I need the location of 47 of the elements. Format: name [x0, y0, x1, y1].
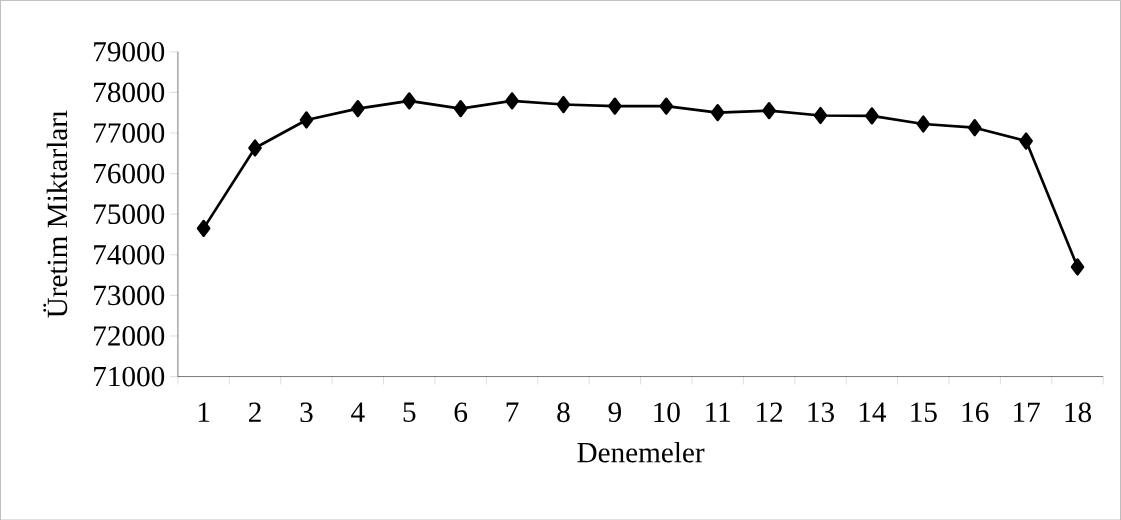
x-tick-label: 6: [454, 402, 468, 422]
x-tick-label: 18: [1065, 402, 1092, 422]
point: [402, 92, 417, 110]
x-tick-label: 3: [300, 402, 313, 422]
point: [865, 107, 879, 125]
x-tick-label: 4: [351, 402, 365, 422]
point: [351, 99, 365, 117]
point: [916, 115, 931, 133]
point: [248, 139, 262, 157]
x-tick-label: 2: [249, 402, 261, 422]
y-tick-label: 71000: [94, 366, 165, 387]
x-tick-label: 7: [506, 402, 519, 422]
x-tick-label: 9: [608, 402, 621, 422]
y-axis-title: Üretim Miktarları: [43, 110, 68, 318]
x-tick-label: 13: [808, 402, 834, 422]
y-tick-label: 75000: [94, 204, 165, 224]
point: [505, 92, 519, 110]
y-tick-label: 79000: [94, 41, 165, 62]
y-tick-label: 72000: [94, 325, 165, 346]
y-tick-label: 77000: [94, 122, 165, 143]
x-tick-label: 15: [911, 402, 937, 422]
y-tick-label: 76000: [94, 163, 165, 184]
point: [762, 101, 776, 120]
point: [608, 97, 622, 115]
x-tick-label: 12: [757, 402, 783, 422]
y-tick-label: 74000: [94, 244, 165, 265]
point: [556, 95, 571, 113]
x-tick-label: 11: [706, 402, 730, 422]
x-tick-label: 1: [198, 402, 210, 422]
point: [710, 103, 725, 122]
point: [1019, 132, 1033, 150]
x-tick-label: 8: [557, 402, 570, 422]
point: [196, 219, 211, 237]
point: [453, 99, 468, 117]
point: [967, 118, 982, 137]
point: [1070, 258, 1085, 276]
x-tick-label: 16: [962, 402, 989, 422]
point: [813, 106, 828, 124]
y-tick-label: 73000: [94, 285, 165, 305]
x-tick-label: 14: [859, 402, 887, 422]
point: [299, 111, 314, 129]
x-tick-label: 5: [403, 402, 416, 422]
y-tick-label: 78000: [94, 82, 165, 102]
point: [659, 97, 674, 115]
x-tick-label: 17: [1014, 402, 1040, 422]
x-axis-title: Denemeler: [577, 441, 705, 463]
x-tick-label: 10: [654, 402, 680, 422]
